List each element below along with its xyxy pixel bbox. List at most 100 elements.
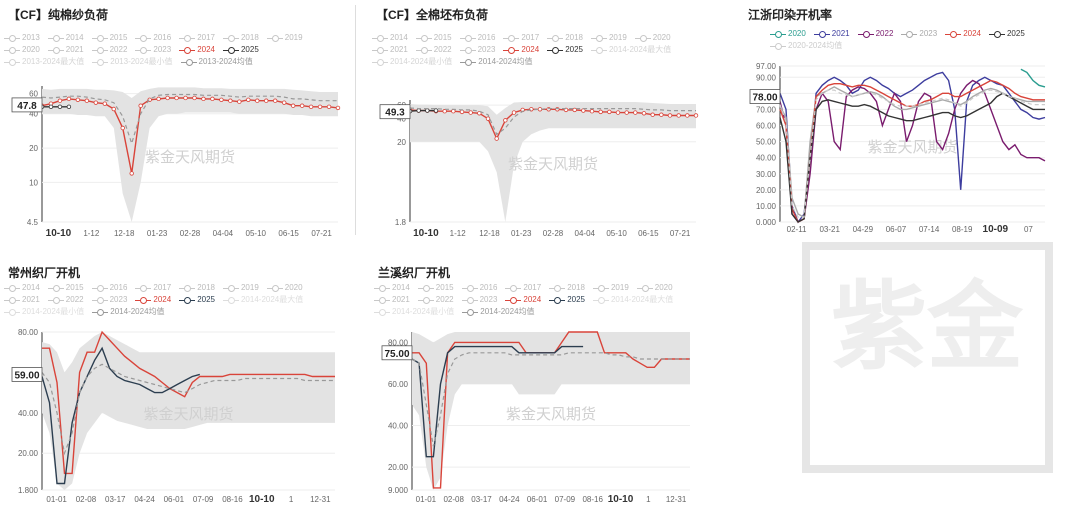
legend-item[interactable]: 2014-2024最小值 xyxy=(374,306,454,318)
legend-item[interactable]: 2022 xyxy=(91,44,127,56)
legend-item[interactable]: 2020 xyxy=(770,28,806,40)
legend-item[interactable]: 2024 xyxy=(945,28,981,40)
legend-item[interactable]: 2015 xyxy=(47,282,84,294)
legend-item[interactable]: 2014-2024均值 xyxy=(462,306,535,318)
legend-item[interactable]: 2013 xyxy=(4,32,40,44)
legend-label: 2024 xyxy=(521,45,540,54)
legend-item[interactable]: 2015 xyxy=(415,32,452,44)
legend-item[interactable]: 2018 xyxy=(549,282,585,294)
legend-item[interactable]: 2023 xyxy=(461,294,497,306)
x-tick-label: 01-01 xyxy=(46,495,67,504)
legend-item[interactable]: 2024 xyxy=(179,44,215,56)
legend-item[interactable]: 2020 xyxy=(634,32,671,44)
legend-item[interactable]: 2019 xyxy=(222,282,259,294)
legend-item[interactable]: 2020-2024均值 xyxy=(770,40,842,52)
legend-item[interactable]: 2018 xyxy=(547,32,583,44)
legend-item[interactable]: 2014-2024最大值 xyxy=(592,294,673,306)
legend-item[interactable]: 2025 xyxy=(547,44,583,56)
legend-item[interactable]: 2013-2024均值 xyxy=(180,56,253,68)
legend-marker-icon xyxy=(592,284,609,292)
legend-item[interactable]: 2016 xyxy=(461,282,497,294)
x-tick-label: 10-10 xyxy=(608,494,634,505)
x-tick-label: 12-31 xyxy=(310,495,331,504)
legend-item[interactable]: 2020 xyxy=(636,282,673,294)
legend-item[interactable]: 2023 xyxy=(135,44,171,56)
legend-item[interactable]: 2021 xyxy=(4,294,40,306)
legend-label: 2019 xyxy=(608,33,627,42)
x-tick-label: 1-12 xyxy=(83,229,100,238)
legend-item[interactable]: 2020 xyxy=(266,282,303,294)
legend-label: 2018 xyxy=(565,33,583,42)
y-tick-label: 80.00 xyxy=(18,328,39,337)
legend-item[interactable]: 2017 xyxy=(503,32,539,44)
legend-item[interactable]: 2014-2024最小值 xyxy=(4,306,84,318)
legend-label: 2024 xyxy=(153,295,172,304)
x-tick-label: 03-17 xyxy=(471,495,492,504)
data-point xyxy=(75,97,81,102)
legend-item[interactable]: 2024 xyxy=(503,44,539,56)
y-tick-label: 20 xyxy=(29,144,38,153)
legend-marker-icon xyxy=(503,34,520,42)
legend-item[interactable]: 2016 xyxy=(91,282,127,294)
legend-item[interactable]: 2013-2024最大值 xyxy=(4,56,84,68)
legend-item[interactable]: 2022 xyxy=(47,294,84,306)
legend-item[interactable]: 2014 xyxy=(4,282,40,294)
legend-item[interactable]: 2021 xyxy=(372,44,408,56)
legend-marker-icon xyxy=(135,46,152,54)
data-point xyxy=(641,111,647,116)
legend-item[interactable]: 2017 xyxy=(135,282,171,294)
legend-item[interactable]: 2025 xyxy=(222,44,259,56)
legend-item[interactable]: 2022 xyxy=(417,294,454,306)
series-line-2020 xyxy=(1020,68,1046,88)
legend-item[interactable]: 2017 xyxy=(179,32,215,44)
legend-item[interactable]: 2014 xyxy=(47,32,84,44)
legend-item[interactable]: 2016 xyxy=(135,32,171,44)
legend-item[interactable]: 2021 xyxy=(813,28,850,40)
legend-marker-icon xyxy=(91,296,108,304)
legend-item[interactable]: 2024 xyxy=(505,294,541,306)
legend-item[interactable]: 2014-2024最小值 xyxy=(372,56,452,68)
legend-item[interactable]: 2017 xyxy=(505,282,541,294)
legend-item[interactable]: 2020 xyxy=(4,44,40,56)
legend-item[interactable]: 2023 xyxy=(901,28,937,40)
legend-item[interactable]: 2015 xyxy=(91,32,127,44)
legend-item[interactable]: 2015 xyxy=(417,282,454,294)
legend-item[interactable]: 2022 xyxy=(415,44,452,56)
legend-item[interactable]: 2014 xyxy=(372,32,408,44)
data-point xyxy=(433,108,439,113)
legend-item[interactable]: 2022 xyxy=(857,28,893,40)
legend-item[interactable]: 2023 xyxy=(459,44,495,56)
x-tick-label: 03-17 xyxy=(105,495,126,504)
legend-item[interactable]: 2023 xyxy=(91,294,127,306)
data-point xyxy=(335,105,341,111)
legend-item[interactable]: 2019 xyxy=(590,32,627,44)
legend-item[interactable]: 2013-2024最小值 xyxy=(92,56,173,68)
legend-item[interactable]: 2024 xyxy=(135,294,171,306)
data-point xyxy=(102,101,107,106)
legend-label: 2021 xyxy=(831,29,850,38)
data-point xyxy=(228,98,233,103)
legend-item[interactable]: 2016 xyxy=(459,32,495,44)
legend-item[interactable]: 2014-2024最大值 xyxy=(222,294,303,306)
data-point xyxy=(57,98,63,103)
legend-item[interactable]: 2025 xyxy=(179,294,215,306)
legend-item[interactable]: 2014-2024均值 xyxy=(92,306,165,318)
x-tick-label: 10-10 xyxy=(46,228,72,239)
legend-item[interactable]: 2014-2024最大值 xyxy=(590,44,671,56)
y-tick-label: 20.00 xyxy=(18,449,39,458)
legend-item[interactable]: 2019 xyxy=(592,282,629,294)
legend-item[interactable]: 2025 xyxy=(549,294,585,306)
legend-marker-icon xyxy=(135,284,152,292)
legend-marker-icon xyxy=(417,284,434,292)
legend-item[interactable]: 2021 xyxy=(374,294,410,306)
y-tick-label: 60 xyxy=(29,90,38,99)
chart-panel-cz-weaving: 常州织厂开机 2014 2015 2016 2017 2018 2019 20202021 2… xyxy=(0,258,345,508)
legend-item[interactable]: 2021 xyxy=(47,44,84,56)
legend-item[interactable]: 2018 xyxy=(179,282,215,294)
legend-item[interactable]: 2019 xyxy=(266,32,303,44)
legend-item[interactable]: 2014-2024均值 xyxy=(460,56,533,68)
legend-item[interactable]: 2025 xyxy=(988,28,1025,40)
legend-item[interactable]: 2018 xyxy=(222,32,259,44)
legend-item[interactable]: 2014 xyxy=(374,282,410,294)
legend-marker-icon xyxy=(461,296,478,304)
